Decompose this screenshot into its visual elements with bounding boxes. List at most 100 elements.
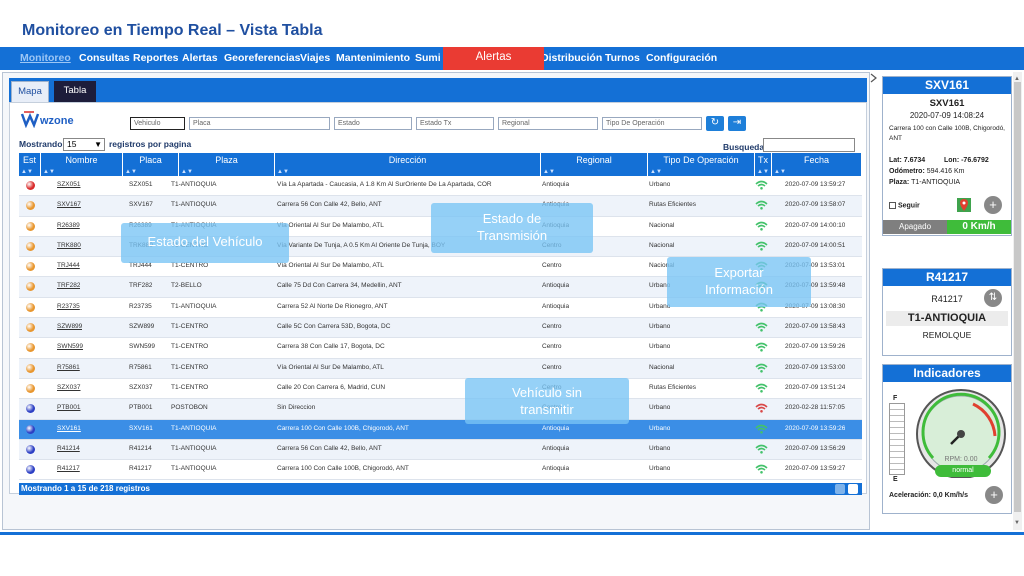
cell-direccion: Vía Variante De Tunja, A 0.5 Km Al Orien… — [277, 241, 446, 249]
cell-nombre[interactable]: R26389 — [57, 221, 80, 229]
cell-regional: Centro — [542, 323, 562, 331]
cell-nombre[interactable]: SWN599 — [57, 343, 84, 351]
sort-icon[interactable]: ▲▼ — [757, 169, 769, 175]
add-button[interactable]: + — [984, 196, 1002, 214]
add-indicator-button[interactable]: + — [985, 486, 1003, 504]
refresh-button[interactable]: ↻ — [706, 116, 724, 131]
table-row[interactable]: SZX037 SZX037 T1-CENTRO Calle 20 Con Carrer… — [19, 378, 862, 400]
cell-nombre[interactable]: R41214 — [57, 444, 80, 452]
map-pin-icon[interactable] — [956, 196, 972, 214]
sort-icon[interactable]: ▲▼ — [774, 169, 786, 175]
table-row[interactable]: R41217 R41217 T1-ANTIOQUIA Carrera 100 Con … — [19, 460, 862, 481]
column-header-tx[interactable]: Tx ▲▼ — [755, 153, 772, 176]
sort-icon[interactable]: ▲▼ — [277, 169, 289, 175]
nav-item-mantenimiento[interactable]: Mantenimiento — [336, 52, 411, 64]
prev-page-button[interactable] — [835, 484, 845, 494]
tipo-operacion-filter[interactable]: Tipo De Operación — [602, 117, 702, 130]
table-row[interactable]: SZW899 SZW899 T1-CENTRO Calle 5C Con Carrer… — [19, 318, 862, 339]
cell-nombre[interactable]: SZX037 — [57, 383, 81, 391]
cell-direccion: Calle 20 Con Carrera 6, Madrid, CUN — [277, 383, 386, 391]
tab-mapa[interactable]: Mapa — [11, 81, 49, 102]
next-page-button[interactable] — [848, 484, 858, 494]
nav-item-alertas[interactable]: Alertas — [182, 52, 218, 64]
scroll-up-icon[interactable]: ▲ — [1014, 76, 1020, 82]
per-page-select[interactable]: 15 ▼ — [63, 138, 105, 151]
cell-nombre[interactable]: TRF282 — [57, 282, 81, 290]
sort-icon[interactable]: ▲▼ — [43, 169, 55, 175]
vertical-scrollbar[interactable]: ▲ ▼ — [1013, 72, 1022, 530]
cell-direccion: Carrera 38 Con Calle 17, Bogota, DC — [277, 343, 385, 351]
export-button[interactable]: ⇥ — [728, 116, 746, 131]
cell-plaza: T1-ANTIOQUIA — [171, 201, 217, 209]
scroll-down-icon[interactable]: ▼ — [1014, 520, 1020, 526]
nav-item-sumi[interactable]: Sumi — [415, 52, 441, 64]
vehicle-table: Est ▲▼ Nombre ▲▼ Placa ▲▼ Plaza ▲▼ Dirección ▲▼ Re… — [19, 153, 862, 481]
sort-icon[interactable]: ▲▼ — [181, 169, 193, 175]
nav-item-viajes[interactable]: Viajes — [300, 52, 331, 64]
cell-tipo: Urbano — [649, 343, 671, 351]
cell-nombre[interactable]: R23735 — [57, 302, 80, 310]
table-row[interactable]: R23735 R23735 T1-ANTIOQUIA Carrera 52 Al No… — [19, 297, 862, 319]
vehiculo-filter[interactable]: Vehiculo — [130, 117, 185, 130]
estado-tx-filter[interactable]: Estado Tx — [416, 117, 494, 130]
trailer-type: REMOLQUE — [922, 330, 972, 340]
status-blue-icon — [26, 444, 35, 454]
tab-tabla[interactable]: Tabla — [54, 81, 96, 102]
nav-item-turnos[interactable]: Turnos — [605, 52, 640, 64]
cell-fecha: 2020-07-09 14:00:10 — [785, 221, 846, 229]
column-header-plaza[interactable]: Plaza ▲▼ — [179, 153, 275, 176]
collapse-panel-icon[interactable] — [868, 72, 880, 530]
cell-nombre[interactable]: TRK880 — [57, 241, 81, 249]
nav-item-configuraci-n[interactable]: Configuración — [646, 52, 718, 64]
table-row[interactable]: SZX051 SZX051 T1-ANTIOQUIA Vía La Apartada … — [19, 176, 862, 197]
cell-nombre[interactable]: TRJ444 — [57, 262, 80, 270]
cell-fecha: 2020-07-09 13:59:26 — [785, 343, 846, 351]
cell-nombre[interactable]: SXV161 — [57, 424, 81, 432]
column-header-est[interactable]: Est ▲▼ — [19, 153, 41, 176]
sort-icon[interactable]: ▲▼ — [21, 169, 33, 175]
nav-item-georeferencias[interactable]: Georeferencias — [224, 52, 301, 64]
table-row[interactable]: TRF282 TRF282 T2-BELLO Calle 75 Dd Con Carr… — [19, 277, 862, 298]
swap-button[interactable]: ⇅ — [984, 289, 1002, 307]
cell-nombre[interactable]: R41217 — [57, 465, 80, 473]
nav-item-consultas[interactable]: Consultas — [79, 52, 130, 64]
placa-filter[interactable]: Placa — [189, 117, 330, 130]
scroll-thumb[interactable] — [1014, 82, 1021, 512]
column-header-label: Nombre — [65, 155, 98, 165]
cell-nombre[interactable]: R75861 — [57, 363, 80, 371]
nav-item-monitoreo[interactable]: Monitoreo — [20, 52, 71, 64]
sort-icon[interactable]: ▲▼ — [125, 169, 137, 175]
cell-plaza: T1-ANTIOQUIA — [171, 424, 217, 432]
estado-filter[interactable]: Estado — [334, 117, 412, 130]
sort-icon[interactable]: ▲▼ — [650, 169, 662, 175]
cell-plaza: T1-CENTRO — [171, 383, 209, 391]
column-header-fecha[interactable]: Fecha ▲▼ — [772, 153, 862, 176]
table-row[interactable]: R41214 R41214 T1-ANTIOQUIA Carrera 56 Con C… — [19, 439, 862, 461]
cell-nombre[interactable]: SZX051 — [57, 181, 81, 188]
column-header-placa[interactable]: Placa ▲▼ — [123, 153, 179, 176]
nav-item-reportes[interactable]: Reportes — [133, 52, 179, 64]
column-header-regional[interactable]: Regional ▲▼ — [541, 153, 648, 176]
cell-nombre[interactable]: SXV167 — [57, 201, 81, 209]
cell-regional: Antioquia — [542, 444, 570, 452]
column-header-tipo-de-operaci-n[interactable]: Tipo De Operación ▲▼ — [648, 153, 755, 176]
cell-tipo: Urbano — [649, 181, 671, 188]
table-row[interactable]: SWN599 SWN599 T1-CENTRO Carrera 38 Con Call… — [19, 338, 862, 359]
table-row[interactable]: R75861 R75861 T1-CENTRO Vía Oriental Al Sur… — [19, 358, 862, 379]
alert-banner[interactable]: Alertas — [443, 47, 544, 70]
seguir-checkbox[interactable]: Seguir — [889, 202, 920, 209]
overlay-estado-vehiculo: Estado del Vehículo — [121, 223, 289, 263]
search-input[interactable] — [763, 138, 855, 152]
sort-icon[interactable]: ▲▼ — [543, 169, 555, 175]
column-header-direcci-n[interactable]: Dirección ▲▼ — [275, 153, 541, 176]
swap-icon: ⇅ — [988, 292, 998, 303]
cell-nombre[interactable]: SZW899 — [57, 323, 83, 331]
cell-plaza: POSTOBON — [171, 404, 208, 412]
table-row[interactable]: SXV161 SXV161 T1-ANTIOQUIA Carrera 100 Con … — [19, 419, 862, 440]
nav-item-distribuci-n[interactable]: Distribución — [541, 52, 603, 64]
regional-filter[interactable]: Regional — [498, 117, 598, 130]
cell-nombre[interactable]: PTB001 — [57, 404, 81, 412]
status-blue-icon — [26, 465, 35, 475]
column-header-nombre[interactable]: Nombre ▲▼ — [41, 153, 123, 176]
